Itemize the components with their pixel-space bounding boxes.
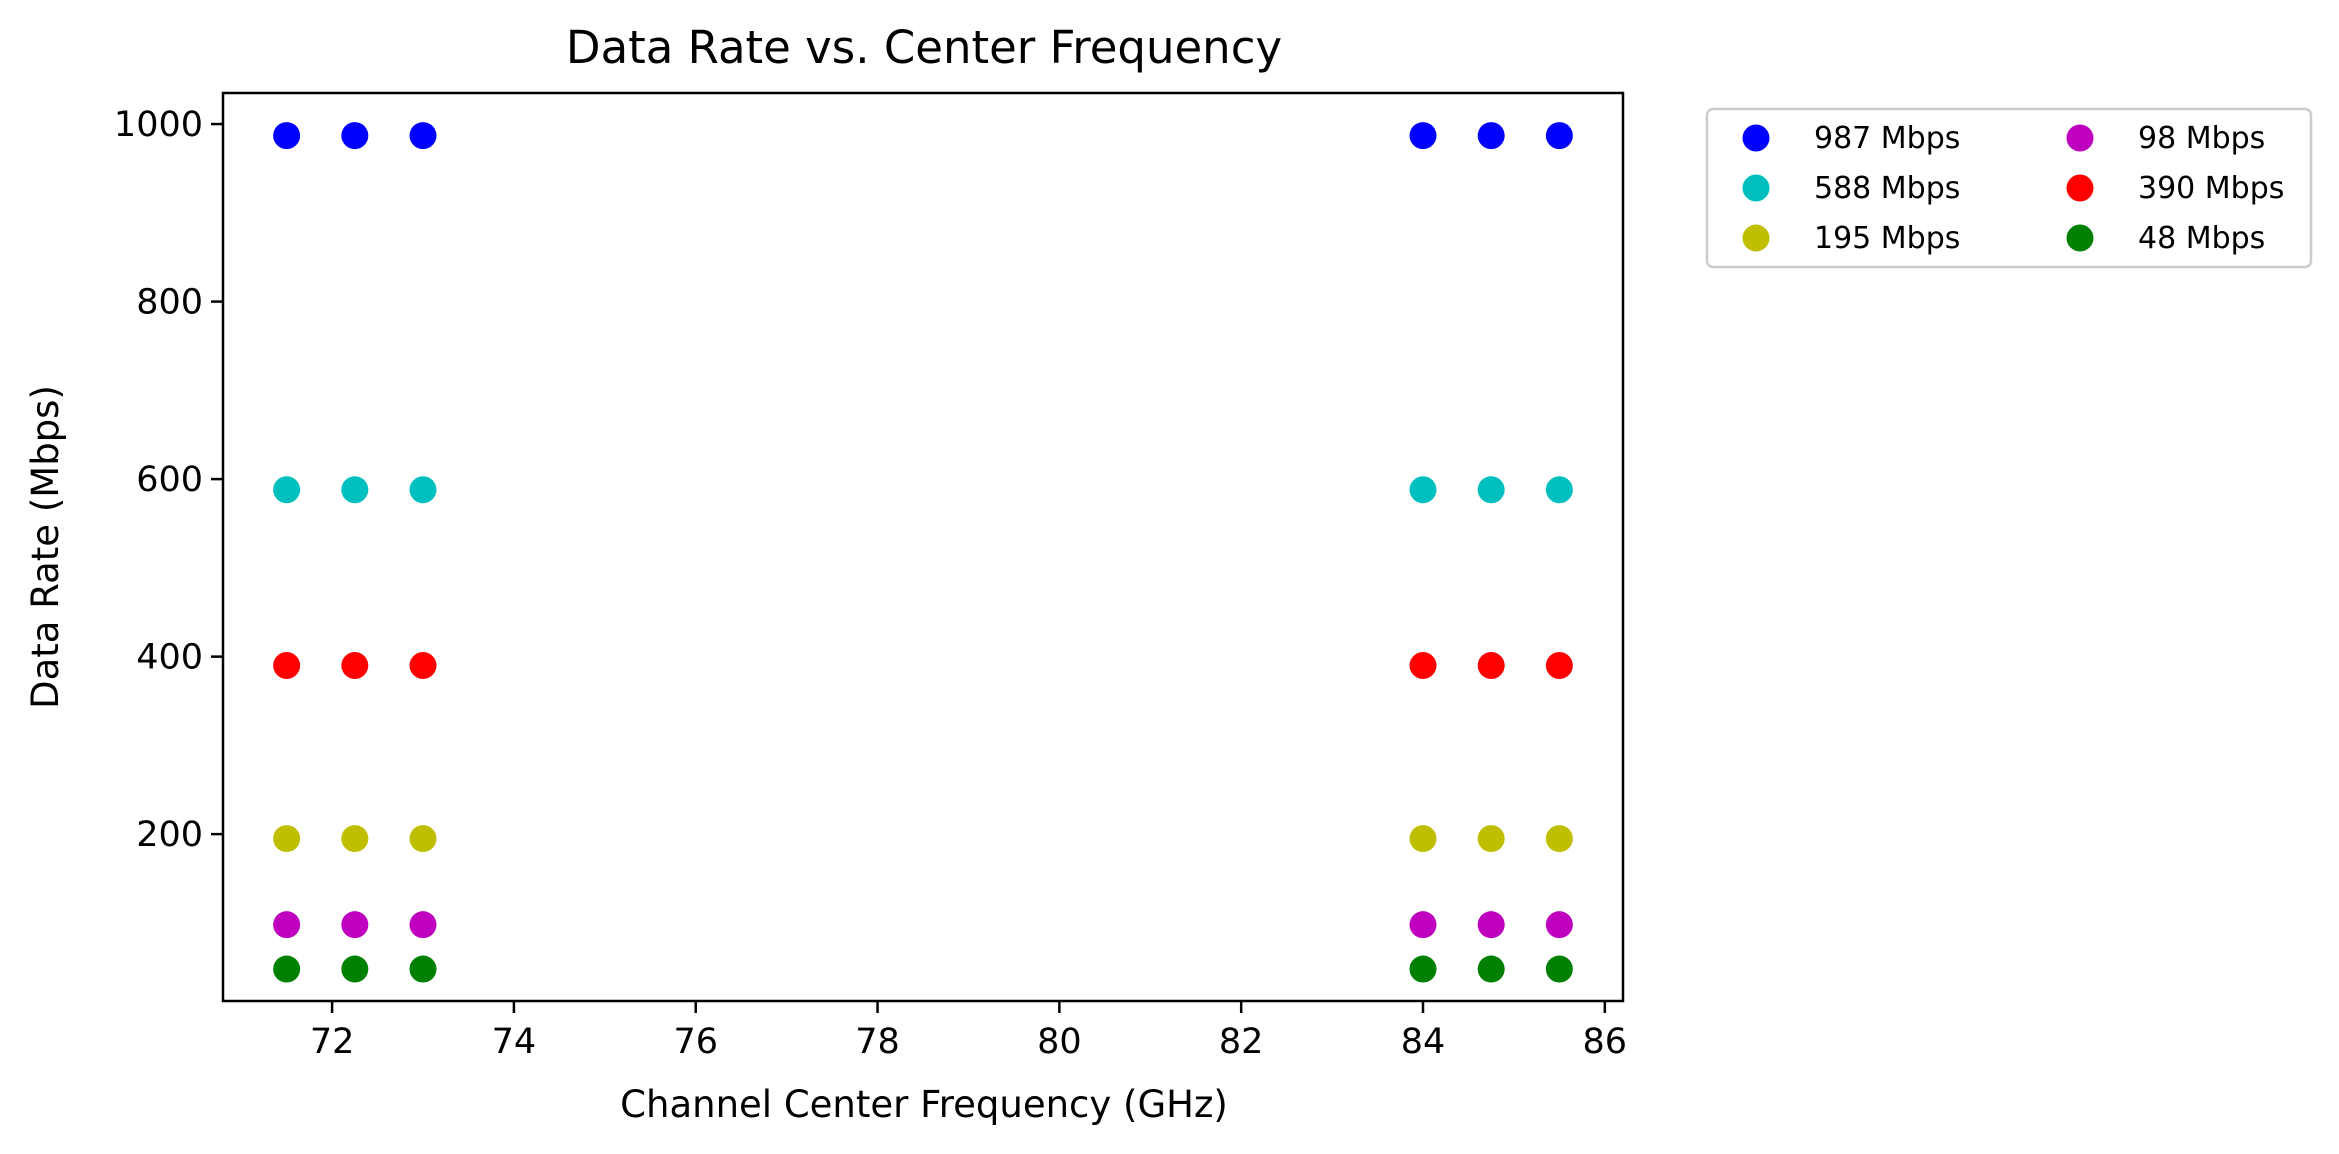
y-tick-label: 600: [136, 460, 203, 500]
legend-label: 195 Mbps: [1814, 221, 1960, 256]
y-axis: 200 400 600 800 1000: [114, 105, 223, 855]
data-point: [273, 825, 301, 853]
data-point: [1545, 911, 1573, 939]
legend-marker: [2066, 174, 2094, 202]
data-point: [1409, 476, 1437, 504]
legend-item: 98 Mbps: [2066, 121, 2265, 156]
data-point: [1409, 911, 1437, 939]
data-point: [1409, 825, 1437, 853]
data-point: [1477, 825, 1505, 853]
x-axis: 72 74 76 78 80 82 84 86: [310, 1001, 1627, 1062]
data-point: [1409, 651, 1437, 679]
legend-item: 390 Mbps: [2066, 171, 2284, 206]
x-tick-label: 84: [1401, 1022, 1446, 1062]
y-tick-label: 1000: [114, 105, 203, 145]
legend-marker: [1742, 174, 1770, 202]
plot-frame: [221, 91, 1625, 1003]
chart-title: Data Rate vs. Center Frequency: [566, 21, 1282, 74]
legend-label: 987 Mbps: [1814, 121, 1960, 156]
data-point: [409, 911, 437, 939]
y-tick-label: 800: [136, 283, 203, 323]
y-tick-label: 400: [136, 638, 203, 678]
data-point: [1545, 955, 1573, 983]
legend-item: 588 Mbps: [1742, 171, 1960, 206]
x-tick-label: 82: [1219, 1022, 1264, 1062]
data-point: [409, 122, 437, 150]
x-axis-label: Channel Center Frequency (GHz): [620, 1083, 1228, 1126]
data-point: [273, 122, 301, 150]
legend-marker: [2066, 124, 2094, 152]
data-point: [1545, 825, 1573, 853]
plot-area: [273, 122, 1573, 983]
data-point: [1477, 651, 1505, 679]
data-point: [341, 955, 369, 983]
x-tick-label: 74: [492, 1022, 537, 1062]
data-point: [341, 825, 369, 853]
data-point: [1409, 122, 1437, 150]
legend-label: 98 Mbps: [2138, 121, 2265, 156]
data-point: [409, 825, 437, 853]
legend-label: 390 Mbps: [2138, 171, 2284, 206]
y-axis-label: Data Rate (Mbps): [24, 385, 67, 709]
data-point: [273, 955, 301, 983]
x-tick-label: 72: [310, 1022, 355, 1062]
y-tick-label: 200: [136, 815, 203, 855]
legend-item: 48 Mbps: [2066, 221, 2265, 256]
data-point: [341, 122, 369, 150]
data-point: [273, 911, 301, 939]
data-point: [1477, 955, 1505, 983]
data-point: [1545, 476, 1573, 504]
data-point: [409, 955, 437, 983]
data-point: [409, 651, 437, 679]
legend-marker: [2066, 224, 2094, 252]
data-point: [1545, 651, 1573, 679]
data-point: [341, 651, 369, 679]
legend-label: 48 Mbps: [2138, 221, 2265, 256]
legend-item: 195 Mbps: [1742, 221, 1960, 256]
data-point: [341, 911, 369, 939]
x-tick-label: 86: [1583, 1022, 1628, 1062]
x-tick-label: 78: [855, 1022, 900, 1062]
data-point: [1477, 476, 1505, 504]
legend-marker: [1742, 224, 1770, 252]
data-point: [273, 476, 301, 504]
data-point: [1409, 955, 1437, 983]
legend-frame: [1705, 107, 2313, 269]
legend: 987 Mbps 588 Mbps 195 Mbps 98 Mbps 390 Mbps 4…: [1705, 107, 2313, 269]
data-point: [1477, 122, 1505, 150]
legend-marker: [1742, 124, 1770, 152]
data-point: [409, 476, 437, 504]
x-tick-label: 80: [1037, 1022, 1082, 1062]
data-point: [341, 476, 369, 504]
x-tick-label: 76: [673, 1022, 718, 1062]
legend-label: 588 Mbps: [1814, 171, 1960, 206]
data-point: [273, 651, 301, 679]
data-point: [1545, 122, 1573, 150]
data-point: [1477, 911, 1505, 939]
legend-item: 987 Mbps: [1742, 121, 1960, 156]
